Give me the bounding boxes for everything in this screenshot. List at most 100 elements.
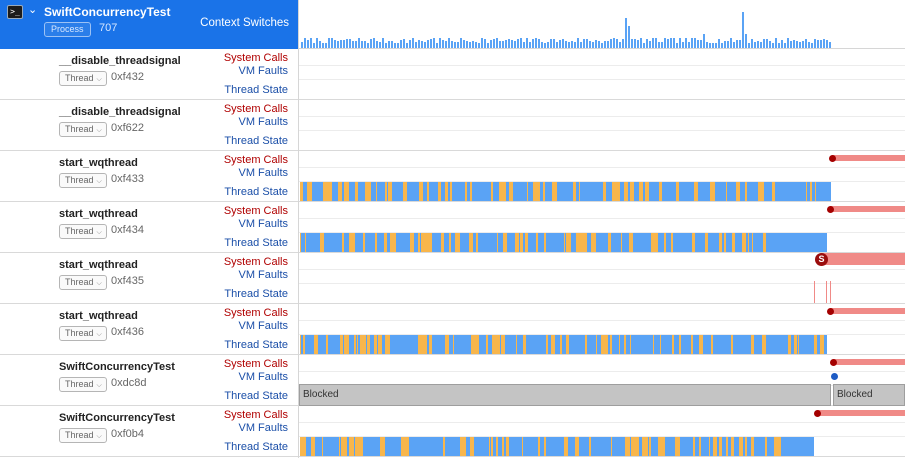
thread-state-segment[interactable] (721, 182, 724, 201)
thread-state-segment[interactable] (778, 335, 782, 354)
thread-state-segment[interactable] (403, 335, 404, 354)
thread-state-segment[interactable] (615, 233, 618, 252)
thread-state-segment[interactable] (584, 437, 588, 456)
thread-state-segment[interactable] (726, 233, 727, 252)
thread-state-segment[interactable] (436, 335, 440, 354)
thread-state-segment[interactable] (759, 233, 763, 252)
thread-state-segment[interactable] (301, 233, 305, 252)
thread-state-segment[interactable] (413, 437, 416, 456)
thread-state-segment[interactable] (785, 335, 788, 354)
thread-state-segment[interactable] (541, 233, 543, 252)
thread-state-segment[interactable] (748, 335, 751, 354)
thread-state-segment[interactable] (450, 182, 451, 201)
thread-state-segment[interactable] (387, 335, 390, 354)
thread-state-segment[interactable] (695, 437, 699, 456)
thread-state-segment[interactable] (432, 335, 436, 354)
thread-state-segment[interactable] (451, 233, 455, 252)
thread-state-segment[interactable] (660, 233, 663, 252)
thread-state-segment[interactable] (635, 437, 639, 456)
thread-state-segment[interactable] (765, 437, 767, 456)
thread-state-segment[interactable] (430, 335, 432, 354)
thread-state-segment[interactable] (596, 335, 597, 354)
thread-state-segment[interactable] (552, 182, 556, 201)
thread-state-segment[interactable] (732, 182, 736, 201)
thread-state-segment[interactable] (580, 335, 583, 354)
thread-state-segment[interactable] (326, 335, 328, 354)
thread-state-segment[interactable] (419, 437, 420, 456)
thread-state-segment[interactable] (308, 182, 312, 201)
thread-state-segment[interactable] (448, 437, 452, 456)
thread-state-segment[interactable] (454, 335, 456, 354)
thread-state-segment[interactable] (538, 335, 542, 354)
thread-state-segment[interactable] (715, 182, 716, 201)
thread-state-segment[interactable] (789, 437, 791, 456)
thread-state-segment[interactable] (795, 182, 799, 201)
thread-state-segment[interactable] (711, 335, 713, 354)
thread-state-segment[interactable] (466, 335, 467, 354)
thread-state-segment[interactable] (388, 182, 392, 201)
thread-state-segment[interactable] (727, 335, 729, 354)
thread-state-segment[interactable] (687, 335, 691, 354)
thread-state-segment[interactable] (434, 437, 438, 456)
thread-state-segment[interactable] (483, 335, 486, 354)
thread-state-segment[interactable] (559, 233, 560, 252)
thread-state-segment[interactable] (596, 182, 597, 201)
thread-state-segment[interactable] (645, 437, 648, 456)
thread-state-segment[interactable] (702, 233, 705, 252)
thread-state-segment[interactable] (630, 437, 631, 456)
thread-state-segment[interactable] (687, 182, 690, 201)
thread-state-segment[interactable] (756, 335, 758, 354)
thread-state-segment[interactable] (713, 437, 717, 456)
thread-state-segment[interactable] (548, 335, 551, 354)
thread-state-segment[interactable] (611, 182, 612, 201)
thread-state-segment[interactable] (702, 437, 704, 456)
thread-state-segment[interactable] (576, 182, 579, 201)
thread-state-segment[interactable] (772, 182, 775, 201)
thread-state-segment[interactable] (671, 182, 672, 201)
thread-state-segment[interactable] (534, 182, 537, 201)
thread-state-segment[interactable] (636, 182, 639, 201)
thread-state-segment[interactable] (642, 335, 644, 354)
thread-state-segment[interactable] (372, 335, 374, 354)
thread-state-segment[interactable] (496, 233, 497, 252)
thread-state-segment[interactable] (758, 182, 760, 201)
thread-state-segment[interactable] (500, 335, 501, 354)
thread-state-segment[interactable] (406, 233, 410, 252)
thread-state-segment[interactable] (700, 233, 702, 252)
thread-state-segment[interactable] (331, 335, 335, 354)
thread-state-segment[interactable] (363, 437, 366, 456)
thread-state-segment[interactable] (383, 233, 384, 252)
thread-state-segment[interactable] (405, 437, 406, 456)
thread-state-segment[interactable] (426, 437, 429, 456)
thread-state-segment[interactable] (779, 182, 780, 201)
thread-state-segment[interactable] (598, 233, 602, 252)
thread-state-segment[interactable] (626, 335, 627, 354)
thread-state-segment[interactable] (532, 335, 534, 354)
thread-state-segment[interactable] (650, 335, 653, 354)
thread-state-segment[interactable] (751, 437, 754, 456)
thread-state-segment[interactable] (704, 182, 708, 201)
thread-state-segment[interactable] (479, 233, 482, 252)
thread-state-segment[interactable] (602, 335, 605, 354)
thread-state-segment[interactable] (770, 233, 773, 252)
thread-state-segment[interactable] (301, 182, 303, 201)
thread-state-segment[interactable] (606, 437, 609, 456)
thread-state-segment[interactable] (745, 437, 747, 456)
thread-state-segment[interactable] (685, 233, 688, 252)
thread-state-segment[interactable] (803, 437, 807, 456)
thread-state-segment[interactable] (489, 437, 490, 456)
thread-state-segment[interactable] (745, 335, 748, 354)
thread-state-segment[interactable] (567, 182, 570, 201)
thread-badge[interactable]: Thread ⌵ (59, 428, 107, 443)
thread-state-segment[interactable] (317, 233, 318, 252)
thread-state-segment[interactable] (498, 335, 500, 354)
thread-state-segment[interactable] (349, 182, 351, 201)
thread-state-segment[interactable] (478, 233, 479, 252)
thread-state-segment[interactable] (768, 437, 771, 456)
thread-state-segment[interactable] (505, 335, 507, 354)
thread-state-segment[interactable] (323, 182, 327, 201)
thread-state-segment[interactable] (680, 437, 684, 456)
thread-state-segment[interactable] (787, 233, 788, 252)
thread-state-segment[interactable] (532, 233, 536, 252)
thread-state-segment[interactable] (421, 335, 423, 354)
